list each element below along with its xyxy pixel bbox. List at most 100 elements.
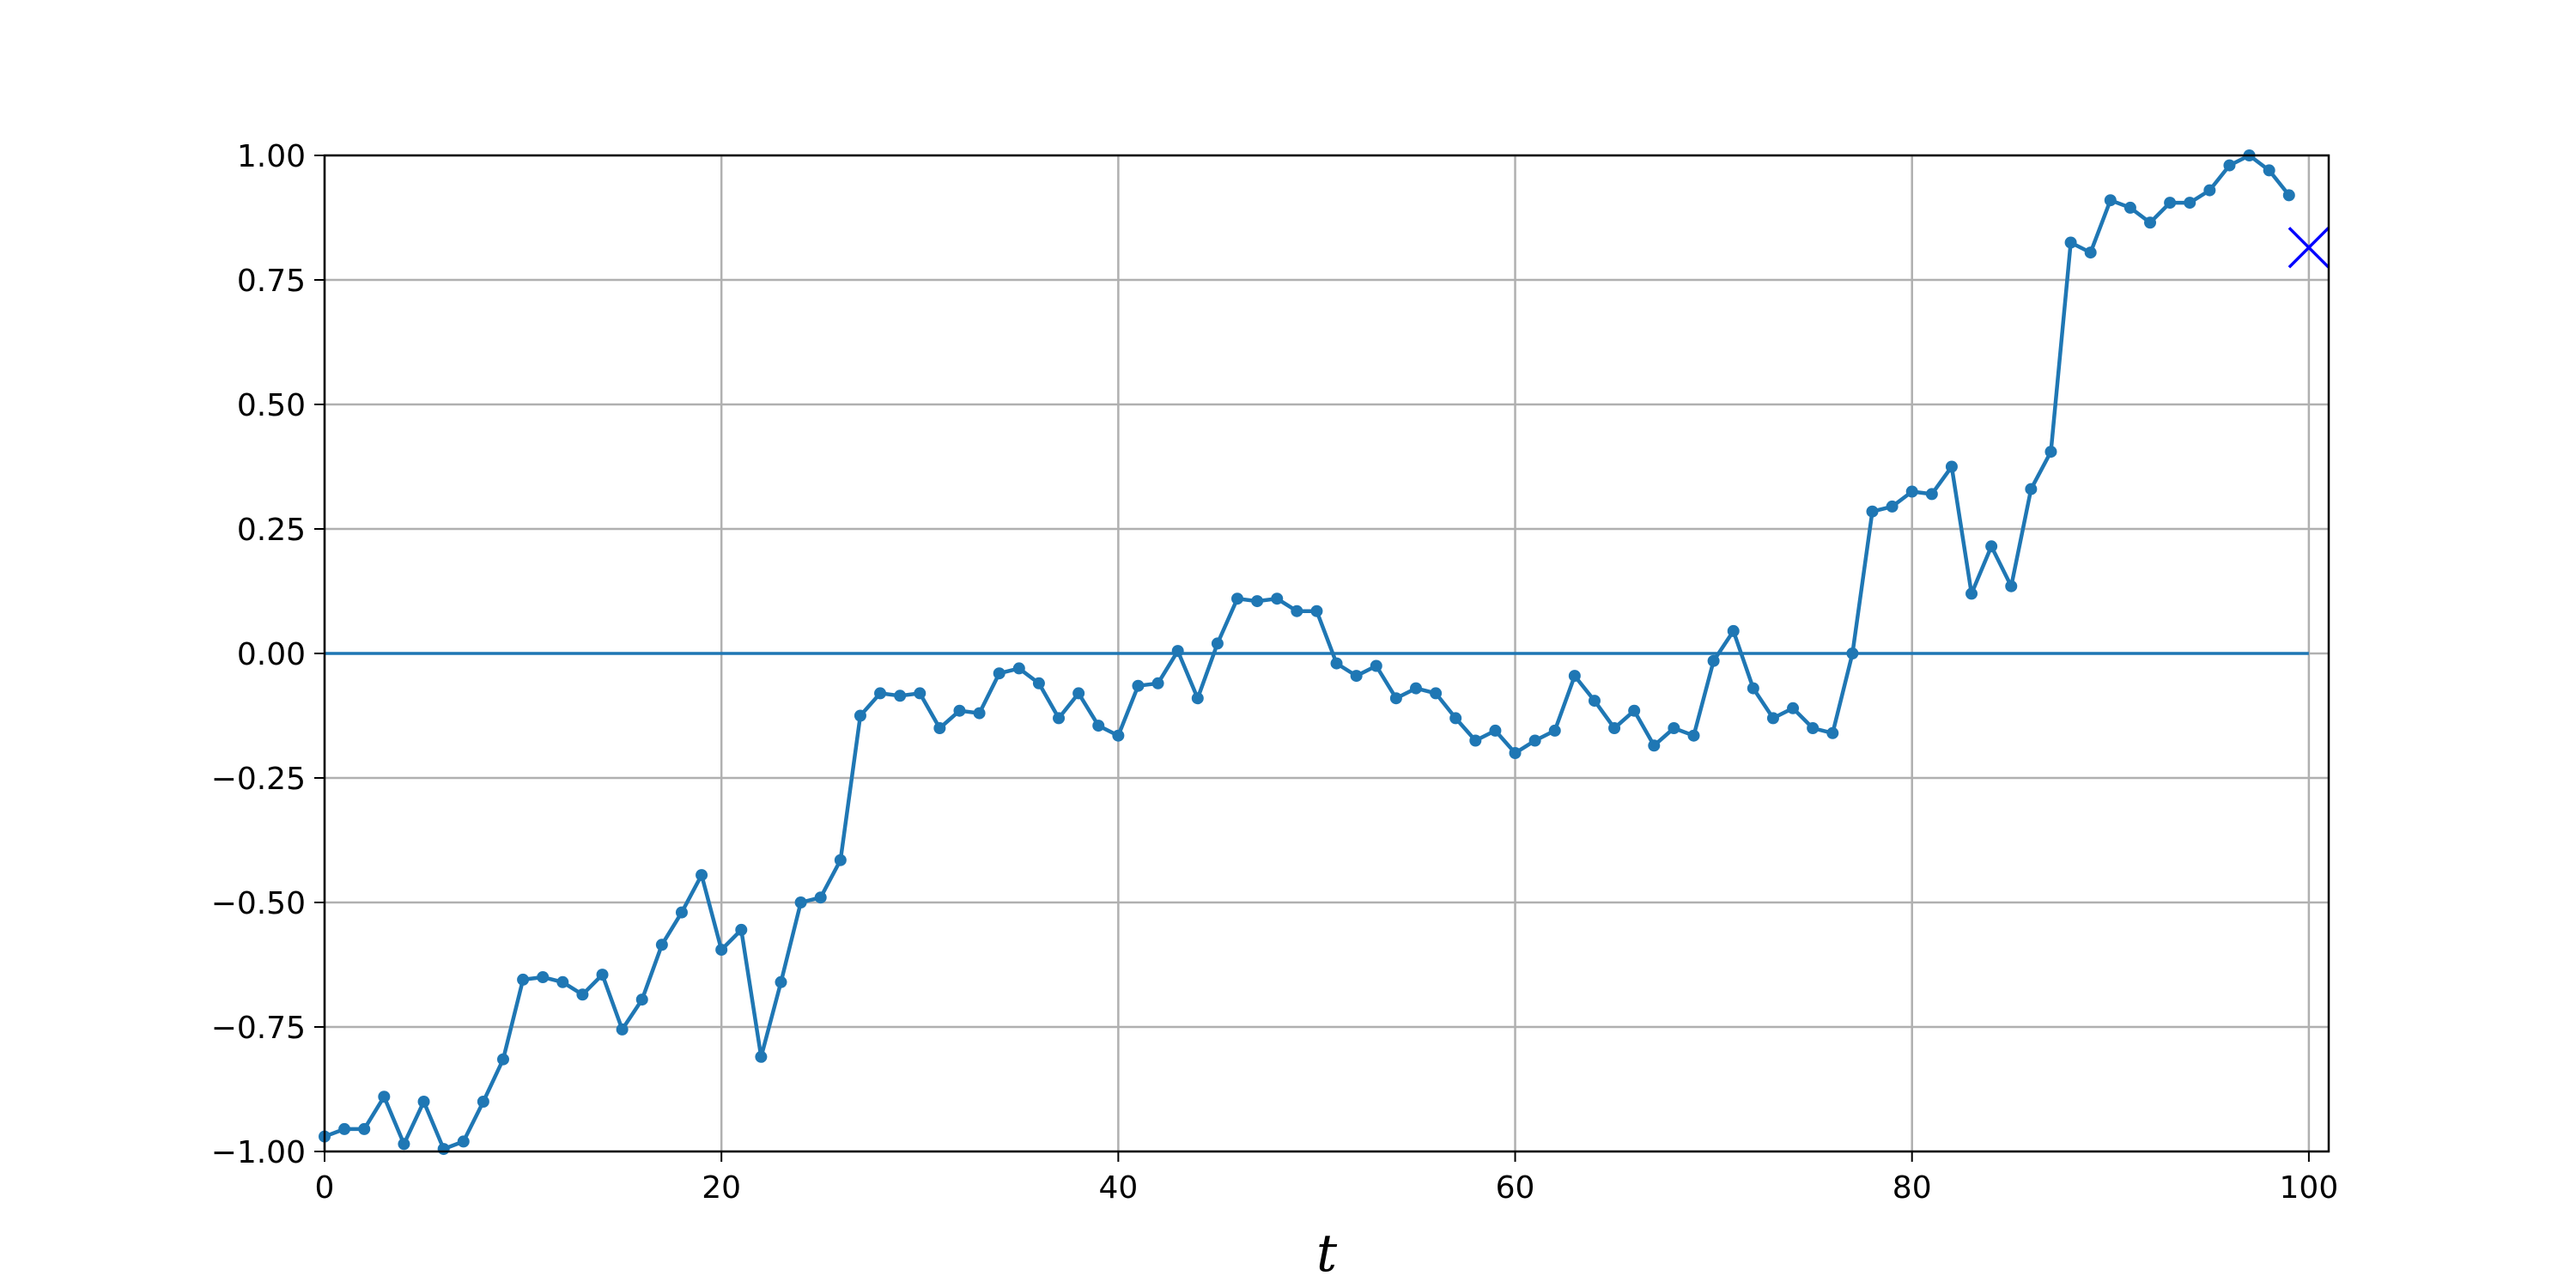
data-point bbox=[2184, 197, 2196, 210]
data-point bbox=[1826, 726, 1839, 739]
data-point bbox=[496, 1053, 509, 1066]
data-point bbox=[1886, 500, 1899, 513]
data-point bbox=[537, 971, 550, 983]
data-point bbox=[1588, 695, 1601, 708]
data-point bbox=[616, 1023, 629, 1036]
data-point bbox=[1053, 712, 1066, 725]
data-point bbox=[1687, 729, 1700, 742]
data-point bbox=[1747, 682, 1759, 695]
data-point bbox=[993, 667, 1005, 680]
data-point bbox=[715, 944, 728, 957]
data-point bbox=[1787, 702, 1800, 714]
data-point bbox=[338, 1122, 351, 1135]
data-point bbox=[1330, 657, 1343, 670]
data-point bbox=[1965, 587, 1978, 600]
data-point bbox=[735, 923, 748, 936]
data-point bbox=[2123, 201, 2136, 214]
data-point bbox=[417, 1096, 430, 1108]
y-tick-label: 0.75 bbox=[237, 264, 306, 299]
data-point bbox=[1409, 682, 1422, 695]
data-point bbox=[1568, 670, 1581, 683]
data-point bbox=[1628, 704, 1641, 717]
data-point bbox=[517, 973, 530, 986]
data-point bbox=[655, 939, 668, 951]
data-point bbox=[1310, 605, 1323, 617]
data-point bbox=[2203, 184, 2216, 197]
data-point bbox=[1271, 592, 1284, 605]
y-tick-label: 0.00 bbox=[237, 637, 306, 672]
data-point bbox=[2104, 194, 2117, 207]
x-tick-label: 40 bbox=[1098, 1170, 1138, 1206]
x-tick-label: 0 bbox=[315, 1170, 335, 1206]
data-point bbox=[398, 1138, 410, 1151]
x-tick-label: 20 bbox=[702, 1170, 741, 1206]
data-point bbox=[1211, 637, 1224, 650]
x-marker bbox=[2287, 227, 2330, 269]
data-point bbox=[635, 993, 648, 1006]
data-point bbox=[775, 975, 787, 988]
data-point bbox=[2084, 246, 2097, 259]
data-point bbox=[1032, 677, 1045, 690]
data-point bbox=[814, 891, 827, 904]
data-point bbox=[1171, 645, 1184, 658]
data-point bbox=[1905, 485, 1918, 498]
data-point bbox=[477, 1096, 489, 1108]
data-point bbox=[894, 690, 907, 702]
data-point bbox=[2025, 483, 2038, 495]
y-tick-label: 0.50 bbox=[237, 388, 306, 423]
ticks: 0 20 40 60 80 100 −1.00 −0.75 −0.50 −0.25 0.00 0.25… bbox=[211, 139, 2339, 1206]
x-markers bbox=[2287, 227, 2330, 269]
data-point bbox=[358, 1122, 371, 1135]
data-point bbox=[675, 906, 688, 919]
data-point bbox=[953, 704, 966, 717]
data-point bbox=[2223, 159, 2236, 172]
data-point bbox=[874, 687, 887, 700]
data-point bbox=[1469, 734, 1482, 747]
data-point bbox=[1350, 670, 1363, 683]
data-point bbox=[1608, 722, 1621, 734]
data-point bbox=[457, 1135, 470, 1148]
data-point bbox=[2282, 189, 2295, 202]
data-point bbox=[1528, 734, 1541, 747]
data-point bbox=[1291, 605, 1303, 617]
data-point bbox=[1012, 662, 1025, 675]
data-point bbox=[2144, 216, 2157, 229]
data-point bbox=[1648, 739, 1661, 752]
data-point bbox=[437, 1143, 450, 1156]
data-point bbox=[596, 969, 609, 981]
data-point bbox=[1548, 724, 1561, 737]
y-tick-label: 1.00 bbox=[237, 139, 306, 174]
data-point bbox=[1866, 505, 1879, 518]
data-point bbox=[696, 869, 708, 882]
data-point bbox=[1072, 687, 1085, 700]
data-point bbox=[1132, 679, 1145, 692]
data-point bbox=[973, 707, 986, 720]
series bbox=[319, 149, 2295, 1156]
x-tick-label: 80 bbox=[1893, 1170, 1932, 1206]
x-tick-label: 60 bbox=[1496, 1170, 1535, 1206]
data-point bbox=[2263, 164, 2275, 177]
data-point bbox=[834, 854, 847, 866]
data-point bbox=[2164, 197, 2177, 210]
x-axis-label: t bbox=[1316, 1224, 1338, 1284]
data-point bbox=[1489, 724, 1502, 737]
data-point bbox=[1985, 540, 1998, 553]
data-point bbox=[1707, 654, 1720, 667]
x-marker-stroke-b bbox=[2287, 227, 2330, 269]
data-point bbox=[1668, 722, 1680, 734]
series-line-0 bbox=[324, 153, 2291, 1151]
data-point bbox=[1449, 712, 1462, 725]
data-point bbox=[1092, 720, 1105, 732]
data-point bbox=[794, 896, 807, 908]
data-point bbox=[1945, 460, 1958, 473]
data-point bbox=[1389, 692, 1402, 705]
data-point bbox=[2044, 446, 2057, 459]
data-point bbox=[2005, 580, 2018, 592]
data-point bbox=[755, 1050, 768, 1063]
data-point bbox=[1766, 712, 1779, 725]
data-point bbox=[1430, 687, 1443, 700]
data-point bbox=[1727, 624, 1740, 637]
data-point bbox=[1251, 595, 1264, 608]
